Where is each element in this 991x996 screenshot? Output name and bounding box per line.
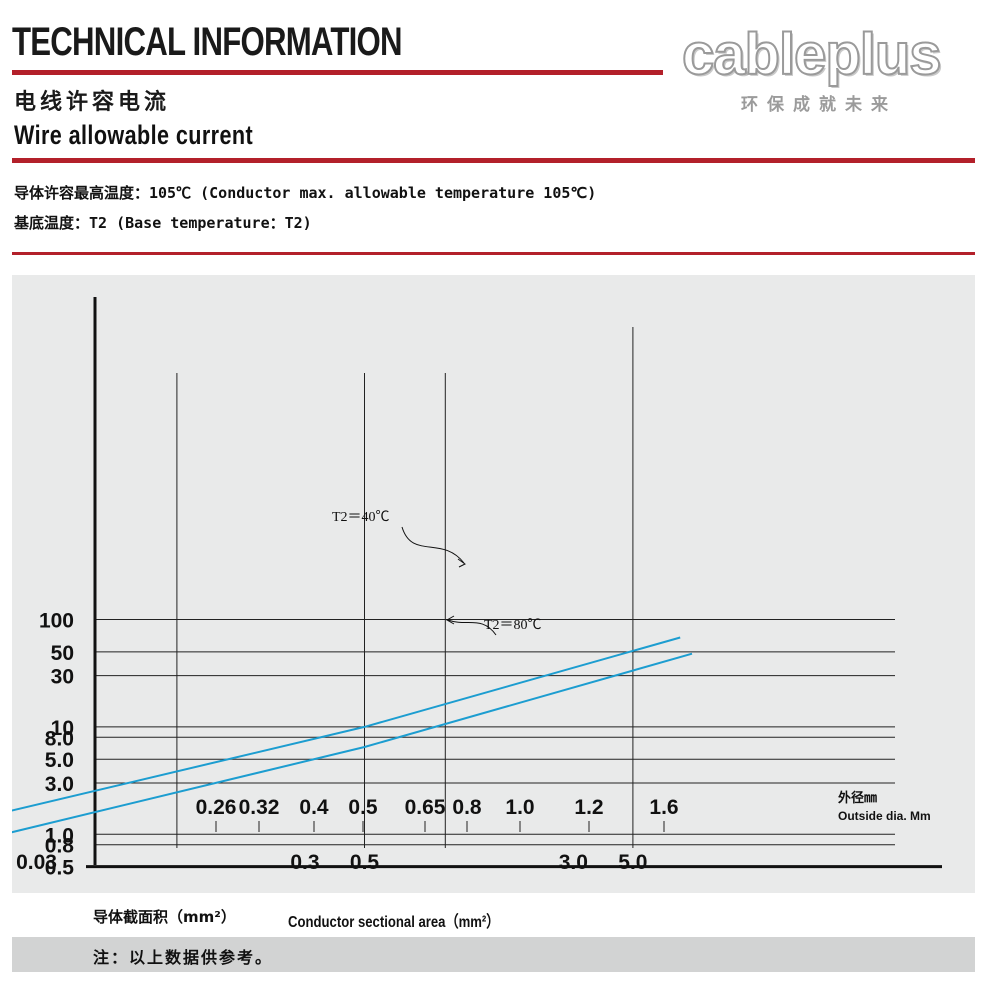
area-tick-label: 3.0: [559, 851, 588, 874]
y-tick-label: 1.0: [45, 824, 74, 847]
dia-tick-label: 1.2: [574, 796, 603, 819]
series-label-40: T2＝40℃: [332, 510, 390, 525]
series-line-2: [12, 652, 693, 834]
subtitle-english: Wire allowable current: [14, 120, 254, 150]
max-temperature-info: 导体许容最高温度：105℃ (Conductor max. allowable …: [14, 184, 597, 202]
y-tick-label: 5.0: [45, 749, 74, 772]
note-bar: [12, 937, 975, 972]
annotation-arrow-40: [401, 526, 465, 564]
dia-tick-label: 0.65: [405, 796, 446, 819]
y-tick-label: 0.8: [45, 835, 75, 858]
x-axis-label-english: Conductor sectional area（mm²）: [288, 914, 500, 931]
dia-tick-label: 0.32: [239, 796, 280, 819]
y-tick-label: 3.0: [45, 773, 74, 796]
area-tick-label: 0.03: [16, 851, 57, 874]
annotation-arrowhead-80: [445, 615, 455, 625]
base-temperature-info: 基底温度：T2 (Base temperature：T2): [14, 214, 312, 232]
area-tick-label: 0.3: [290, 851, 319, 874]
series-label-80: T2＝80℃: [484, 618, 542, 633]
reference-note: 注：以上数据供参考。: [93, 948, 274, 967]
y-tick-label: 50: [51, 642, 74, 665]
info-rule: [12, 252, 975, 255]
brand-slogan: 环保成就未来: [741, 95, 897, 115]
x-axis-label-chinese: 导体截面积（mm²）: [93, 908, 236, 926]
dia-tick-label: 0.26: [196, 796, 237, 819]
area-tick-label: 5.0: [618, 851, 647, 874]
chart-panel: 100 50 30 10 8.0 5.0 3.0 1.0 0.8 0.5 0.26 0.32 0.4 0.…: [12, 275, 975, 893]
dia-tick-label: 0.8: [452, 796, 482, 819]
y-tick-label: 0.5: [45, 857, 75, 880]
annotation-arrowhead-40: [457, 558, 466, 568]
subtitle-rule: [12, 158, 975, 163]
y-tick-label: 8.0: [45, 727, 74, 750]
dia-tick-label: 0.4: [299, 796, 329, 819]
dia-tick-label: 0.5: [348, 796, 378, 819]
y-tick-label: 30: [51, 666, 74, 689]
dia-tick-label: 1.6: [649, 796, 678, 819]
page-title: TECHNICAL INFORMATION: [12, 20, 403, 64]
area-tick-label: 0.5: [350, 851, 380, 874]
brand-logo: cableplus: [681, 22, 943, 87]
subtitle-chinese: 电线许容电流: [14, 90, 171, 115]
series-line-1: [12, 636, 681, 812]
y-tick-label: 10: [51, 717, 74, 740]
dia-axis-label: 外径㎜: [837, 790, 877, 806]
dia-tick-label: 1.0: [505, 796, 534, 819]
y-tick-label: 100: [39, 610, 74, 633]
annotation-arrow-80: [447, 619, 497, 636]
title-rule: [12, 70, 663, 75]
dia-axis-label: Outside dia. Mm: [838, 809, 931, 823]
